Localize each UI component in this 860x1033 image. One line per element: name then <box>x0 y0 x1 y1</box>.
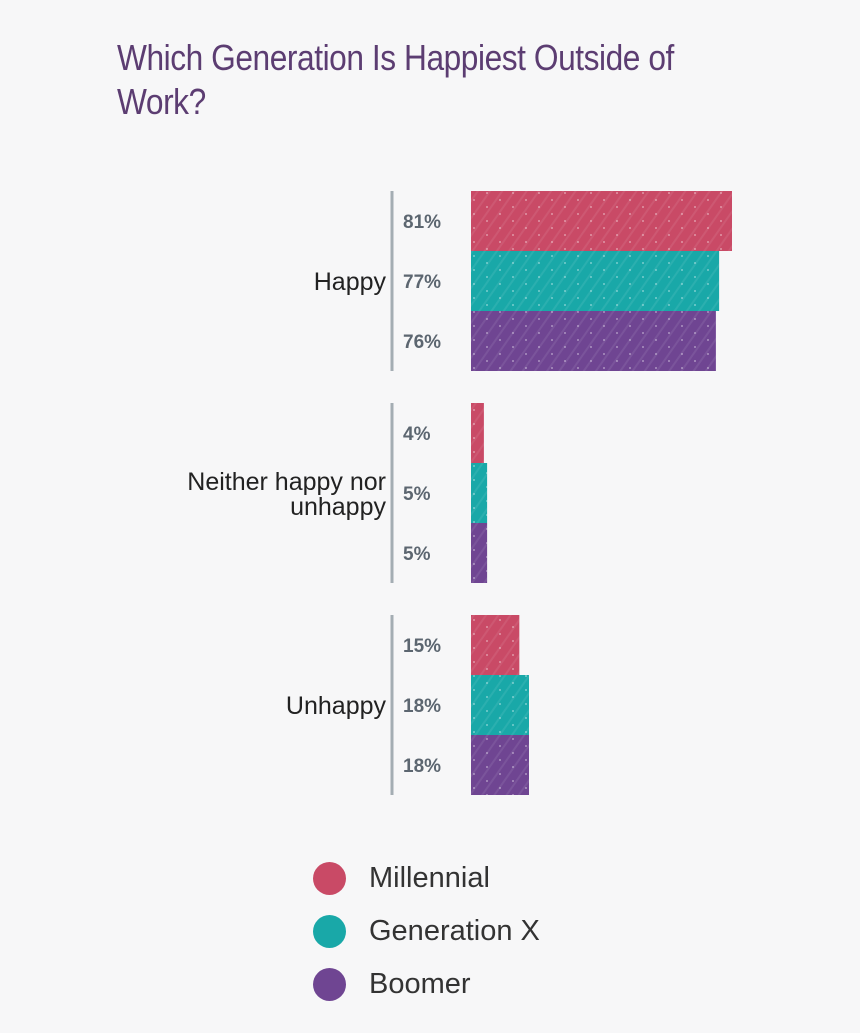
bar-dots-unhappy-millennial <box>471 615 520 675</box>
data-label-neither-happy-nor-unhappy-generation-x: 5% <box>403 484 431 505</box>
bar-dots-neither-happy-nor-unhappy-boomer <box>471 523 488 583</box>
data-label-unhappy-generation-x: 18% <box>403 696 441 717</box>
bar-dots-happy-boomer <box>471 311 716 371</box>
legend-swatch-boomer <box>313 968 346 1001</box>
bar-dots-neither-happy-nor-unhappy-generation-x <box>471 463 488 523</box>
data-label-happy-millennial: 81% <box>403 212 441 233</box>
bar-dots-happy-generation-x <box>471 251 720 311</box>
bar-dots-neither-happy-nor-unhappy-millennial <box>471 403 484 463</box>
data-label-neither-happy-nor-unhappy-millennial: 4% <box>403 424 431 445</box>
data-label-unhappy-millennial: 15% <box>403 636 441 657</box>
legend-label-millennial: Millennial <box>369 862 490 894</box>
bar-dots-unhappy-generation-x <box>471 675 529 735</box>
category-label-happy: Happy <box>314 268 387 296</box>
legend-item-millennial: Millennial <box>313 852 540 905</box>
bar-dots-happy-millennial <box>471 191 732 251</box>
legend: Millennial Generation X Boomer <box>313 852 540 1011</box>
category-label-unhappy: Unhappy <box>286 692 387 720</box>
data-label-happy-generation-x: 77% <box>403 272 441 293</box>
legend-item-boomer: Boomer <box>313 958 540 1011</box>
legend-label-boomer: Boomer <box>369 968 471 1000</box>
data-label-unhappy-boomer: 18% <box>403 756 441 777</box>
legend-swatch-millennial <box>313 862 346 895</box>
legend-item-generation-x: Generation X <box>313 905 540 958</box>
legend-label-generation-x: Generation X <box>369 915 540 947</box>
bar-chart: Happy 81% 77% 76% Neither happy nor unhappy 4%… <box>187 191 732 795</box>
bar-dots-unhappy-boomer <box>471 735 529 795</box>
chart-title: Which Generation Is Happiest Outside of … <box>117 37 674 122</box>
data-label-happy-boomer: 76% <box>403 332 441 353</box>
category-label-neither-happy-nor-unhappy: Neither happy nor unhappy <box>187 468 386 521</box>
data-label-neither-happy-nor-unhappy-boomer: 5% <box>403 544 431 565</box>
legend-swatch-generation-x <box>313 915 346 948</box>
